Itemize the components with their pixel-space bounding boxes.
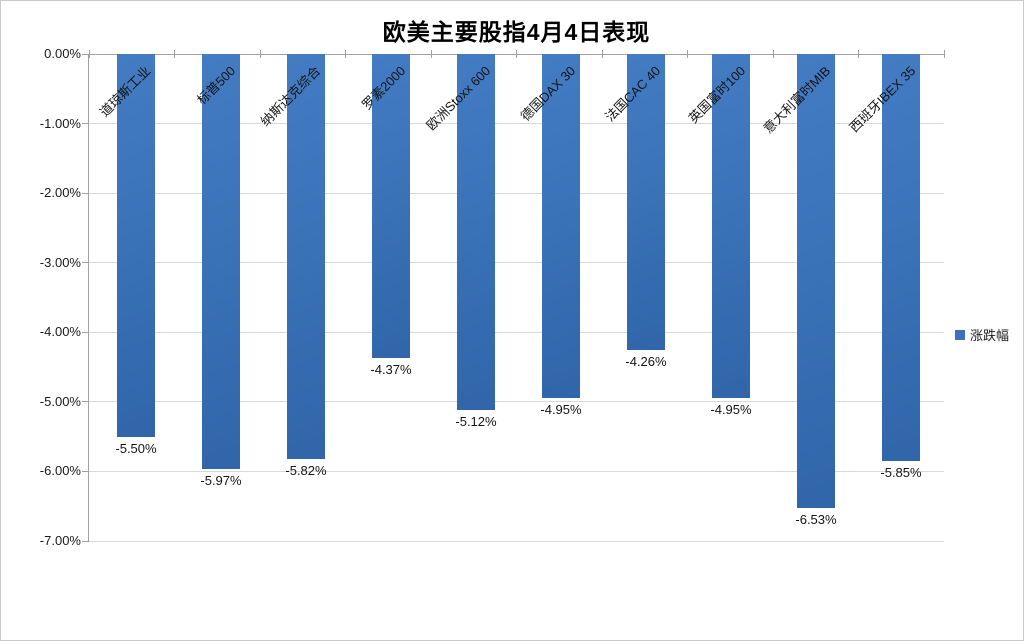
- y-axis-tick-label: -4.00%: [39, 324, 81, 340]
- value-label: -4.95%: [540, 402, 582, 418]
- x-axis-tick: [772, 50, 774, 58]
- x-axis-tick: [516, 50, 517, 58]
- y-axis-tick: [82, 192, 88, 194]
- value-label: -5.82%: [285, 462, 327, 478]
- x-axis-tick: [858, 50, 859, 58]
- y-axis-tick: [82, 262, 88, 264]
- y-axis-tick-label: -5.00%: [39, 393, 81, 409]
- gridline: [89, 540, 944, 542]
- x-axis-tick: [430, 50, 432, 58]
- legend-label: 涨跌幅: [970, 328, 1010, 343]
- bar-纳斯达克综合[interactable]: [287, 54, 325, 459]
- y-axis-tick-label: -3.00%: [39, 254, 81, 270]
- y-axis-tick-label: -7.00%: [39, 533, 81, 548]
- bar-罗素2000[interactable]: [372, 54, 410, 359]
- value-label: -5.85%: [880, 464, 922, 480]
- y-axis-tick-label: -2.00%: [39, 185, 81, 201]
- value-label: -5.97%: [200, 473, 242, 489]
- bar-道琼斯工业[interactable]: [117, 54, 155, 437]
- value-label: -6.53%: [795, 512, 837, 528]
- bar-意大利富时MIB[interactable]: [797, 54, 835, 509]
- x-axis-tick: [88, 50, 90, 58]
- gridline: [89, 262, 944, 264]
- legend-swatch-icon: [955, 329, 965, 340]
- value-label: -5.50%: [115, 440, 157, 456]
- value-label: -4.26%: [625, 354, 667, 370]
- chart-title[interactable]: 欧美主要股指4月4日表现: [382, 19, 651, 45]
- y-axis-tick: [82, 331, 88, 333]
- x-axis-tick: [943, 50, 945, 58]
- x-axis-tick: [345, 50, 346, 58]
- bar-标普500[interactable]: [202, 54, 240, 470]
- y-axis-tick: [82, 401, 88, 403]
- value-label: -4.37%: [370, 362, 412, 378]
- y-axis-tick-label: 0.00%: [44, 46, 81, 61]
- x-axis-tick: [174, 50, 175, 58]
- value-label: -4.95%: [710, 402, 752, 418]
- bar-英国富时100[interactable]: [712, 54, 750, 399]
- y-axis-tick: [82, 123, 88, 125]
- bar-欧洲Stoxx 600[interactable]: [457, 54, 495, 411]
- gridline: [89, 470, 944, 472]
- y-axis-tick: [82, 470, 88, 472]
- gridline: [89, 192, 944, 194]
- legend[interactable]: 涨跌幅: [955, 325, 1009, 344]
- bar-德国DAX 30[interactable]: [542, 54, 580, 399]
- x-axis-tick: [259, 50, 261, 58]
- x-axis-tick: [601, 50, 603, 58]
- y-axis-tick: [82, 53, 88, 55]
- plot-area: 0.00% -1.00% -2.00% -3.00% -4.00% -5.00% -6.00…: [40, 47, 945, 548]
- bar-法国CAC 40[interactable]: [627, 54, 665, 351]
- gridline: [89, 401, 944, 403]
- bar-西班牙IBEX 35[interactable]: [882, 54, 920, 461]
- y-axis-tick-label: -1.00%: [39, 115, 81, 131]
- x-axis-tick: [687, 50, 688, 58]
- value-label: -5.12%: [455, 414, 497, 430]
- gridline: [89, 331, 944, 333]
- y-axis-tick-label: -6.00%: [39, 463, 81, 479]
- y-axis-tick: [82, 540, 88, 542]
- y-axis-line: [88, 54, 89, 542]
- gridline: [89, 123, 944, 125]
